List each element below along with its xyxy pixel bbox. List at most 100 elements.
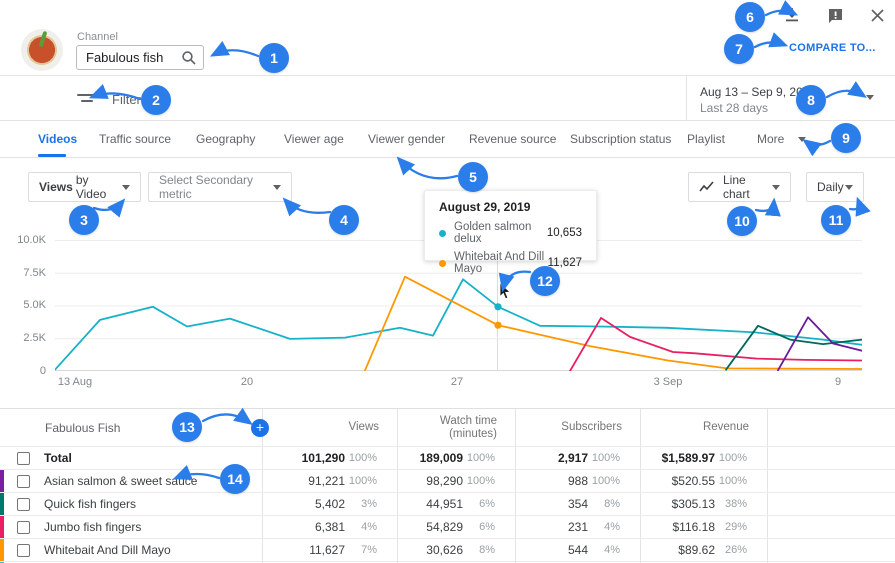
chevron-down-icon	[122, 184, 130, 190]
views-percent: 4%	[361, 521, 377, 533]
revenue-percent: 29%	[724, 521, 747, 533]
interval-dropdown[interactable]: Daily	[806, 172, 864, 202]
filter-label[interactable]: Filter	[112, 92, 141, 107]
tab-viewer-gender[interactable]: Viewer gender	[368, 132, 446, 146]
row-checkbox[interactable]	[17, 543, 30, 557]
table-title: Fabulous Fish	[45, 420, 121, 435]
revenue-percent: 100%	[718, 452, 747, 464]
filter-icon[interactable]	[77, 94, 97, 104]
series-color-bar	[0, 493, 4, 515]
callout-10: 10	[727, 206, 757, 236]
watch-percent: 6%	[479, 521, 495, 533]
watch-percent: 100%	[466, 475, 495, 487]
tab-geography[interactable]: Geography	[196, 132, 256, 146]
table-row-quick-fish-fingers[interactable]: Quick fish fingers 5,402 3% 44,951 6% 354 8% $3…	[0, 492, 895, 515]
column-header-views[interactable]: Views	[348, 421, 379, 433]
row-name: Whitebait And Dill Mayo	[44, 543, 171, 557]
primary-metric-bold: Views	[39, 180, 73, 194]
y-tick: 10.0K	[17, 234, 46, 246]
watch-percent: 8%	[479, 544, 495, 556]
line-chart-icon	[699, 181, 715, 193]
table-row-asian-salmon-sweet-sauce[interactable]: Asian salmon & sweet sauce 91,221 100% 98,2…	[0, 469, 895, 492]
subs-percent: 8%	[604, 498, 620, 510]
download-icon[interactable]	[783, 6, 801, 24]
channel-search-box[interactable]: Fabulous fish	[76, 45, 204, 70]
table-column-divider	[397, 409, 398, 563]
tab-videos[interactable]: Videos	[38, 132, 78, 146]
callout-6: 6	[735, 2, 765, 32]
chevron-down-icon	[273, 184, 281, 190]
tab-more[interactable]: More	[757, 132, 807, 146]
close-icon[interactable]	[870, 8, 885, 23]
videos-table: + Fabulous Fish Views Watch time (minutes…	[0, 408, 895, 563]
subs-percent: 4%	[604, 521, 620, 533]
row-checkbox[interactable]	[17, 520, 30, 534]
search-icon[interactable]	[181, 50, 197, 66]
x-tick: 20	[240, 376, 254, 388]
series-line-asian-salmon-sweet-sauce	[777, 316, 862, 371]
views-value: 101,290	[301, 451, 345, 465]
callout-9: 9	[831, 123, 861, 153]
date-range: Aug 13 – Sep 9, 2018	[700, 85, 817, 99]
header-divider	[0, 75, 895, 76]
chart-tooltip: August 29, 2019 Golden salmon delux 10,65…	[424, 190, 597, 275]
tooltip-date: August 29, 2019	[439, 200, 531, 214]
views-value: 11,627	[309, 543, 345, 557]
row-name: Jumbo fish fingers	[44, 520, 142, 534]
column-header-revenue[interactable]: Revenue	[702, 421, 749, 433]
tabs-divider	[0, 157, 895, 158]
row-checkbox[interactable]	[17, 497, 30, 511]
watch-percent: 100%	[466, 452, 495, 464]
subs-value: 231	[567, 520, 588, 534]
views-value: 5,402	[314, 497, 345, 511]
compare-to-link[interactable]: COMPARE TO...	[789, 42, 876, 54]
primary-metric-rest: by Video	[75, 173, 107, 201]
tab-revenue-source[interactable]: Revenue source	[469, 132, 557, 146]
date-range-caret-icon[interactable]	[866, 95, 874, 100]
chart-type-dropdown[interactable]: Line chart	[688, 172, 791, 202]
filterbar-divider	[0, 120, 895, 121]
column-header-watch-time-minutes[interactable]: Watch time (minutes)	[439, 414, 497, 440]
table-row-total[interactable]: Total 101,290 100% 189,009 100% 2,917 100% $1,5…	[0, 446, 895, 469]
tab-traffic-source[interactable]: Traffic source	[99, 132, 172, 146]
secondary-metric-dropdown[interactable]: Select Secondary metric	[148, 172, 292, 202]
tab-viewer-age[interactable]: Viewer age	[284, 132, 344, 146]
callout-11: 11	[821, 205, 851, 235]
interval-label: Daily	[817, 180, 844, 194]
chevron-down-icon	[845, 184, 853, 190]
row-name: Total	[44, 451, 72, 465]
tab-playlist[interactable]: Playlist	[687, 132, 726, 146]
watch-value: 189,009	[419, 451, 463, 465]
date-divider	[686, 76, 687, 120]
series-color-bar	[0, 470, 4, 492]
subs-value: 354	[567, 497, 588, 511]
callout-8: 8	[796, 85, 826, 115]
views-percent: 100%	[348, 475, 377, 487]
table-column-divider	[515, 409, 516, 563]
row-name: Quick fish fingers	[44, 497, 137, 511]
table-row-jumbo-fish-fingers[interactable]: Jumbo fish fingers 6,381 4% 54,829 6% 231 4% $1…	[0, 515, 895, 538]
table-header-row: Fabulous Fish Views Watch time (minutes) S…	[0, 409, 895, 446]
feedback-icon[interactable]	[827, 7, 844, 24]
watch-value: 44,951	[426, 497, 463, 511]
row-checkbox[interactable]	[17, 474, 30, 488]
line-chart[interactable]	[55, 240, 862, 371]
y-tick: 5.0K	[23, 299, 46, 311]
revenue-percent: 38%	[724, 498, 747, 510]
watch-value: 30,626	[426, 543, 463, 557]
row-checkbox[interactable]	[17, 451, 30, 465]
series-color-bar	[0, 516, 4, 538]
channel-avatar	[21, 29, 63, 71]
subs-value: 988	[567, 474, 588, 488]
table-row-whitebait-and-dill-mayo[interactable]: Whitebait And Dill Mayo 11,627 7% 30,626 8% 5…	[0, 538, 895, 561]
views-value: 91,221	[308, 474, 345, 488]
date-period: Last 28 days	[700, 101, 769, 115]
tab-subscription-status[interactable]: Subscription status	[570, 132, 672, 146]
add-metric-button[interactable]: +	[251, 419, 269, 437]
watch-percent: 6%	[479, 498, 495, 510]
column-header-subscribers[interactable]: Subscribers	[561, 421, 622, 433]
primary-metric-dropdown[interactable]: Views by Video	[28, 172, 141, 202]
x-tick: 9	[834, 376, 842, 388]
channel-search-input[interactable]: Fabulous fish	[86, 50, 164, 65]
active-tab-underline	[38, 154, 66, 157]
